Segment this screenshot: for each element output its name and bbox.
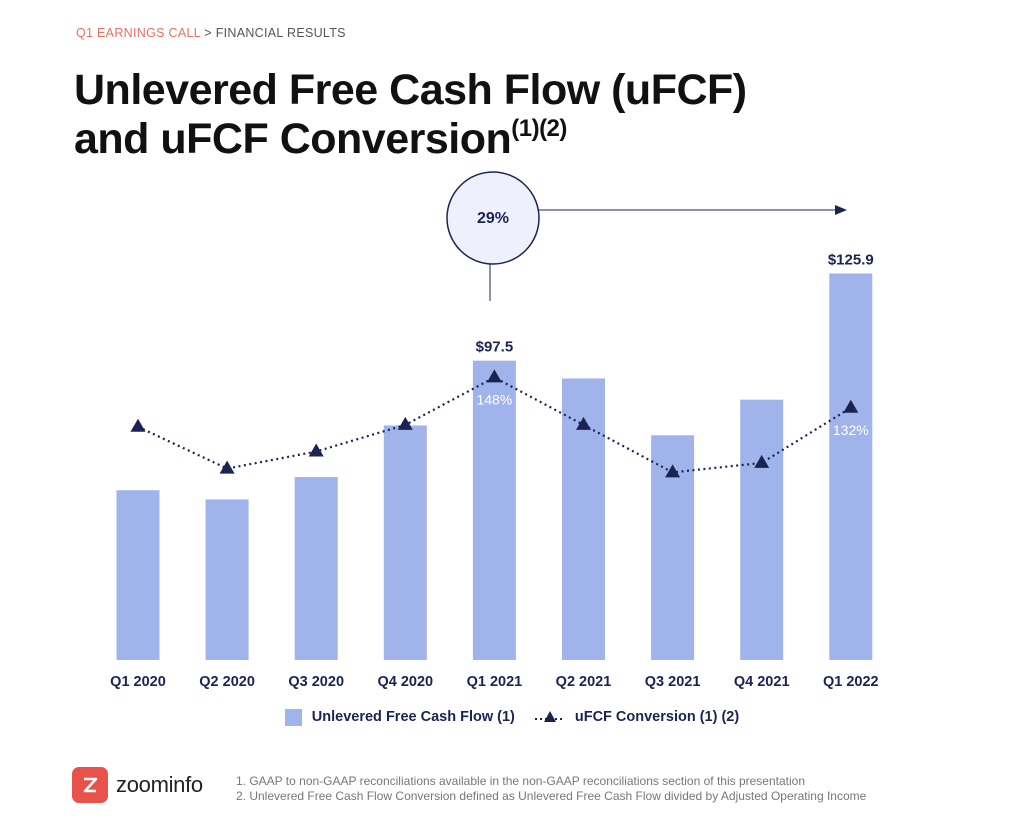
x-tick-label-q3-2021: Q3 2021 (645, 674, 701, 690)
legend-item-bars: Unlevered Free Cash Flow (1) (284, 708, 515, 726)
zoominfo-logo: zoominfo (72, 767, 203, 803)
footnote-2: 2. Unlevered Free Cash Flow Conversion d… (236, 789, 867, 803)
chart-legend: Unlevered Free Cash Flow (1) uFCF Conver… (0, 708, 1024, 726)
x-tick-label-q1-2021: Q1 2021 (467, 674, 523, 690)
ufcf-chart: 29% $97.5 $125.9 148% 132% Q1 2020 Q2 2020 Q… (110, 171, 879, 690)
conversion-point-q1-2021 (486, 369, 502, 383)
x-tick-label-q4-2021: Q4 2021 (734, 674, 790, 690)
x-tick-label-q1-2020: Q1 2020 (110, 674, 166, 690)
x-tick-label-q2-2021: Q2 2021 (556, 674, 612, 690)
bar-q1-2021 (472, 360, 516, 660)
page-title: Unlevered Free Cash Flow (uFCF) and uFCF… (74, 66, 747, 164)
legend-triangle-line-icon (534, 711, 565, 722)
growth-callout: 29% (446, 171, 847, 301)
zoominfo-z-icon (72, 767, 108, 803)
bar-value-label-q1-2021: $97.5 (476, 339, 514, 356)
conversion-label-q1-2021: 148% (476, 391, 512, 407)
footnotes: 1. GAAP to non-GAAP reconciliations avai… (236, 774, 866, 804)
bar-value-label-q1-2022: $125.9 (828, 251, 874, 268)
conversion-point-q1-2022 (843, 399, 859, 413)
x-tick-label-q2-2020: Q2 2020 (199, 674, 255, 690)
bar-q2-2020 (205, 499, 249, 660)
bar-q1-2022 (829, 273, 873, 660)
callout-arrowhead-icon (835, 205, 847, 215)
breadcrumb-separator: > (204, 26, 212, 40)
conversion-point-q2-2020 (219, 460, 235, 474)
conversion-label-q1-2022: 132% (833, 422, 869, 438)
conversion-point-q4-2020 (397, 416, 413, 430)
conversion-point-q2-2021 (576, 416, 591, 430)
x-tick-label-q1-2022: Q1 2022 (823, 674, 879, 690)
bar-q4-2021 (740, 399, 784, 660)
footnote-1: 1. GAAP to non-GAAP reconciliations avai… (236, 774, 805, 788)
logo-text: zoominfo (116, 772, 203, 797)
callout-circle (446, 171, 540, 265)
title-line-2: and uFCF Conversion (74, 115, 512, 163)
conversion-point-q3-2021 (665, 464, 681, 478)
x-tick-label-q4-2020: Q4 2020 (377, 674, 433, 690)
conversion-point-q4-2021 (754, 454, 770, 468)
bar-q3-2020 (294, 477, 338, 660)
callout-text: 29% (477, 210, 509, 227)
x-tick-label-q3-2020: Q3 2020 (288, 674, 344, 690)
legend-line-label: uFCF Conversion (1) (2) (574, 709, 740, 725)
conversion-line (137, 376, 852, 474)
breadcrumb-page: FINANCIAL RESULTS (215, 26, 346, 40)
title-footnote-ref: (1)(2) (511, 115, 567, 142)
bar-q4-2020 (383, 425, 427, 660)
breadcrumb-section: Q1 EARNINGS CALL (76, 26, 201, 40)
legend-bar-swatch (284, 708, 302, 726)
legend-bar-label: Unlevered Free Cash Flow (1) (311, 709, 515, 725)
bar-q1-2020 (116, 490, 160, 660)
breadcrumb: Q1 EARNINGS CALL > FINANCIAL RESULTS (76, 26, 346, 40)
title-line-1: Unlevered Free Cash Flow (uFCF) (74, 66, 747, 114)
legend-item-line: uFCF Conversion (1) (2) (534, 708, 740, 726)
conversion-point-q1-2020 (130, 418, 146, 432)
conversion-point-q3-2020 (308, 443, 324, 457)
